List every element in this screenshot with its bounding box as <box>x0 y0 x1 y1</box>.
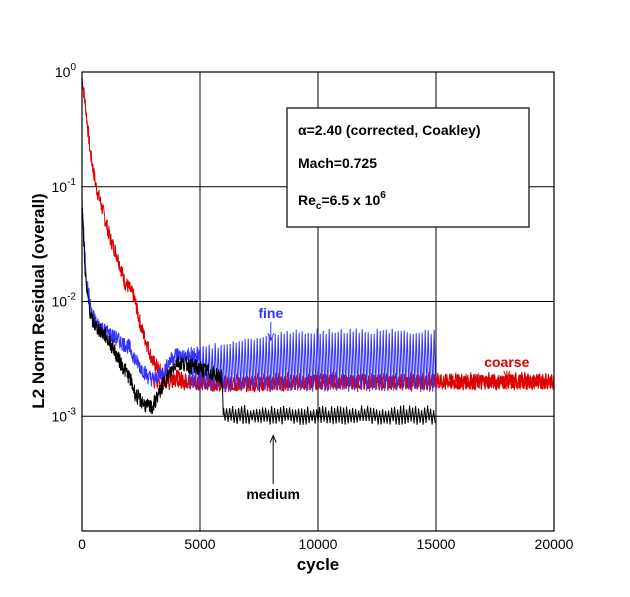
series-band-fine <box>187 328 437 393</box>
info-box-frame <box>286 107 530 228</box>
x-axis-title: cycle <box>297 555 340 574</box>
arrowhead-coarse <box>503 370 511 380</box>
y-tick-label: 10-1 <box>52 177 77 195</box>
y-tick-label: 100 <box>55 62 77 80</box>
x-tick-label: 5000 <box>184 536 215 552</box>
plot-frame <box>81 71 555 532</box>
y-tick-labels: 100 10-1 10-2 10-3 <box>52 62 77 424</box>
x-tick-label: 15000 <box>417 536 456 552</box>
series-annotations: coarse fine medium <box>246 305 529 502</box>
info-mach: Mach=0.725 <box>298 155 377 171</box>
series-label-coarse: coarse <box>484 354 529 370</box>
series-label-medium: medium <box>246 486 300 502</box>
info-reynolds: Rec=6.5 x 106 <box>298 190 386 212</box>
series-layer <box>82 77 554 425</box>
info-box: α=2.40 (corrected, Coakley) Mach=0.725 R… <box>286 107 530 228</box>
y-axis-title: L2 Norm Residual (overall) <box>29 193 48 408</box>
arrowhead-medium <box>269 434 277 443</box>
series-band-medium <box>223 405 436 425</box>
y-tick-label: 10-3 <box>52 406 77 424</box>
series-label-fine: fine <box>258 305 283 321</box>
series-line-fine <box>82 193 201 387</box>
x-tick-labels: 0 5000 10000 15000 20000 <box>78 536 574 552</box>
series-fine <box>82 193 437 393</box>
series-medium <box>82 207 436 425</box>
info-alpha: α=2.40 (corrected, Coakley) <box>298 122 481 138</box>
arrowhead-fine <box>267 333 275 342</box>
y-tick-label: 10-2 <box>52 292 77 310</box>
x-tick-label: 20000 <box>535 536 574 552</box>
series-line-medium <box>82 207 225 416</box>
x-tick-label: 0 <box>78 536 86 552</box>
x-tick-label: 10000 <box>299 536 338 552</box>
